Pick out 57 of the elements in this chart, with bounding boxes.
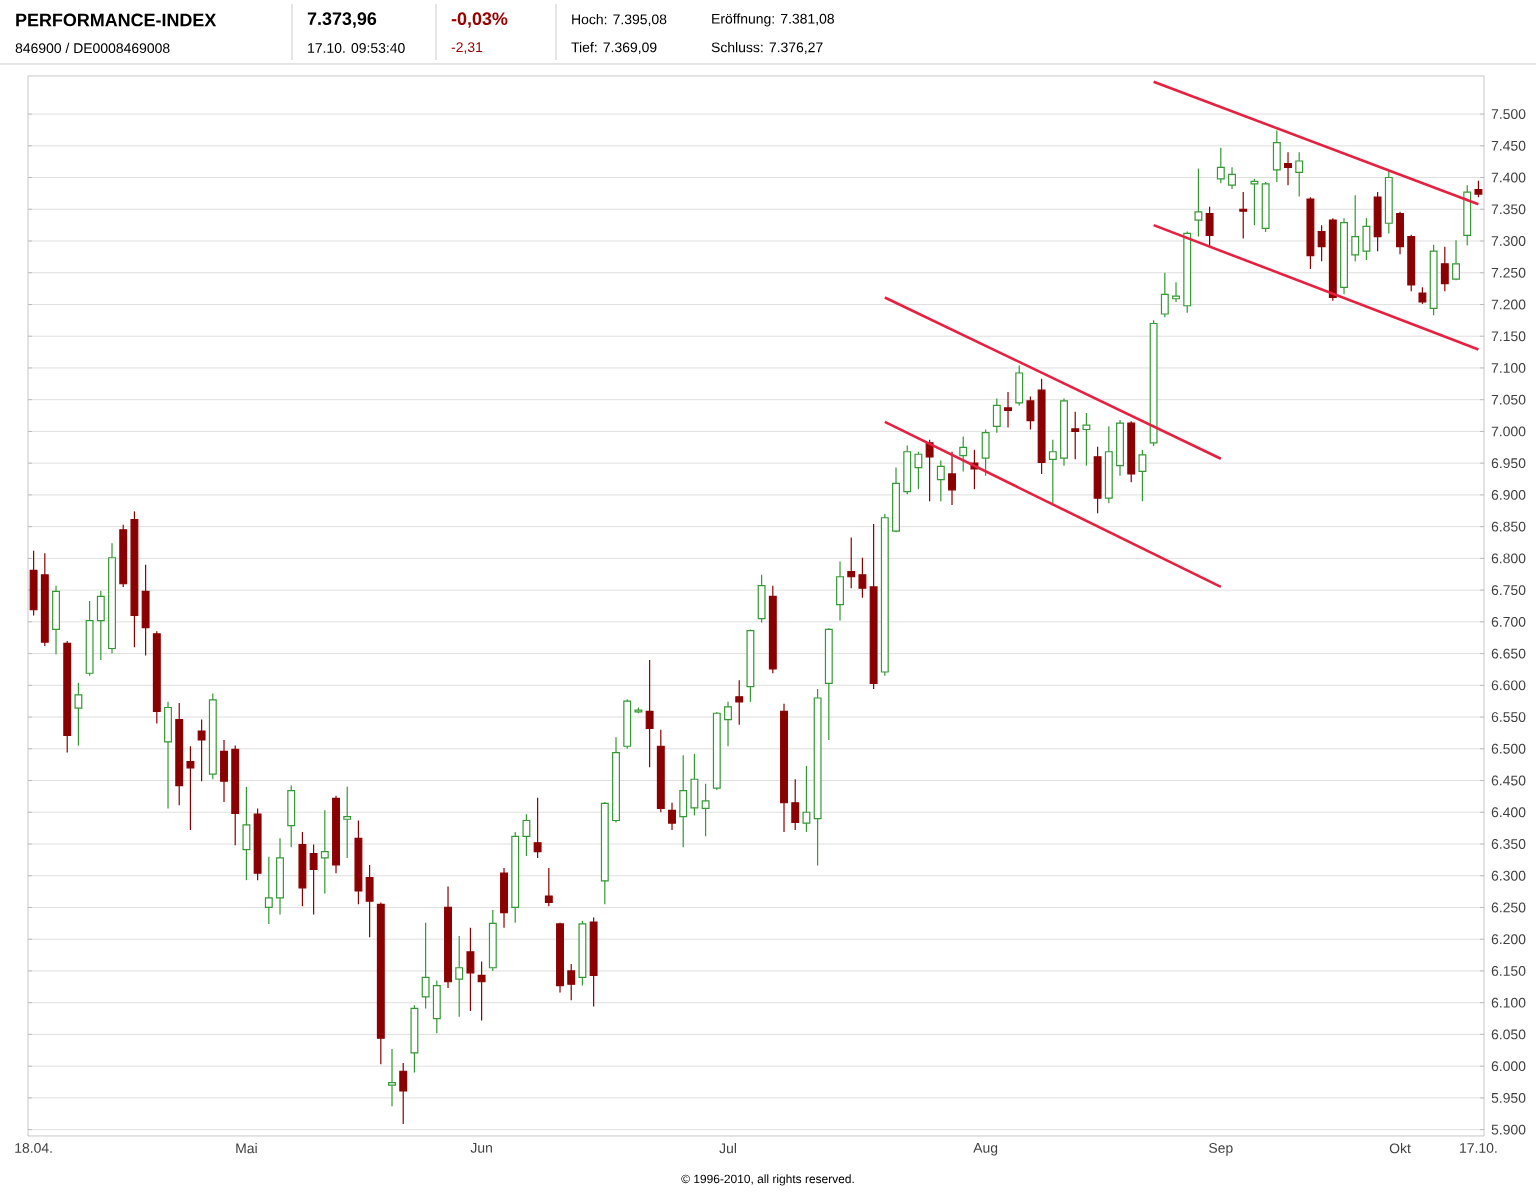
candlestick xyxy=(668,802,676,831)
text: 7.373,96 xyxy=(307,12,377,28)
candlestick xyxy=(959,435,968,472)
candlestick xyxy=(410,1004,419,1074)
candlestick xyxy=(1015,364,1024,406)
candlestick xyxy=(948,451,956,506)
candlestick xyxy=(1194,168,1203,238)
candlestick xyxy=(399,1062,408,1125)
candlestick xyxy=(477,960,486,1022)
candlestick xyxy=(309,844,318,916)
candlestick xyxy=(1250,178,1259,226)
candlestick xyxy=(1295,151,1304,198)
candlestick xyxy=(164,701,172,810)
candlestick xyxy=(1463,184,1472,247)
candlestick xyxy=(320,809,329,895)
candlestick xyxy=(52,585,60,655)
candlestick xyxy=(701,783,710,837)
candlestick xyxy=(298,831,307,907)
candlestick xyxy=(1384,169,1393,234)
candlestick xyxy=(981,428,990,477)
candlestick xyxy=(488,909,497,972)
chart-title: PERFORMANCE-INDEX xyxy=(16,13,217,27)
candlestick xyxy=(645,659,654,768)
candlestick xyxy=(1026,395,1035,431)
candlestick xyxy=(1082,412,1091,467)
candlestick xyxy=(757,574,766,624)
candlestick xyxy=(1205,206,1214,248)
text: -0,03% xyxy=(451,12,508,28)
candlestick xyxy=(500,867,508,929)
candlestick xyxy=(287,784,296,848)
candlestick xyxy=(74,682,83,747)
candlestick xyxy=(388,1048,396,1107)
candlestick xyxy=(1004,391,1012,429)
candlestick xyxy=(1261,181,1270,233)
candlestick xyxy=(544,867,553,907)
candlestick xyxy=(1093,446,1102,514)
candlestick xyxy=(466,927,475,1012)
candlestick xyxy=(1138,449,1147,502)
candlestick xyxy=(141,564,150,657)
candlestick xyxy=(455,935,464,1018)
candlestick xyxy=(1284,151,1292,186)
candlestick xyxy=(533,797,542,859)
candlestick xyxy=(365,864,374,938)
candlestick xyxy=(836,560,844,622)
candlestick xyxy=(343,786,352,859)
candlestick xyxy=(197,718,206,782)
candlestick xyxy=(1440,246,1449,292)
candlestick xyxy=(802,765,811,833)
candlestick xyxy=(1452,239,1460,281)
candlestick xyxy=(1373,191,1382,252)
candlestick xyxy=(1272,129,1281,183)
candlestick xyxy=(936,460,945,502)
candlestick xyxy=(242,786,251,881)
candlestick xyxy=(1239,191,1248,240)
candlestick xyxy=(735,679,744,726)
candlestick xyxy=(992,397,1001,434)
candlestick xyxy=(1071,411,1080,460)
